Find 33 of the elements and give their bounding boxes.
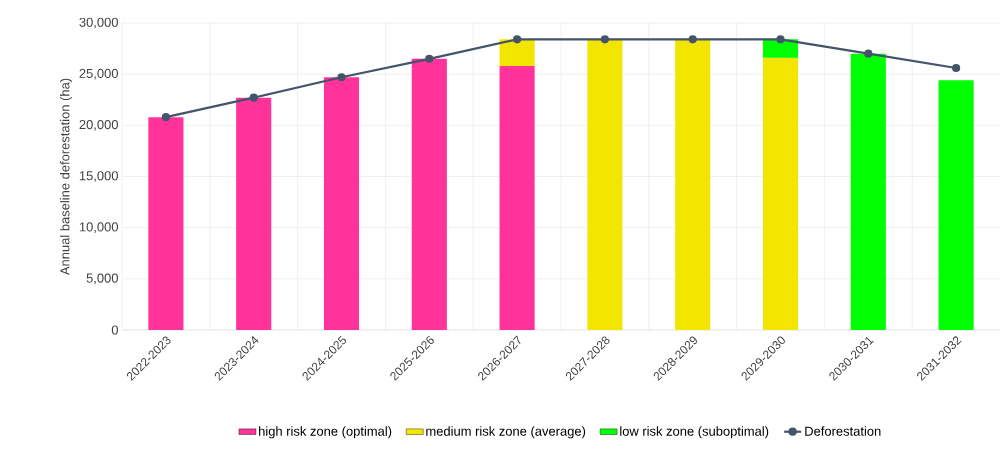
- point: [337, 73, 346, 82]
- bar: [148, 117, 184, 330]
- point: [600, 35, 610, 44]
- point: [513, 35, 522, 44]
- y-axis-title: Annual baseline deforestation (ha): [59, 78, 73, 276]
- point: [776, 35, 785, 44]
- y-tick-label: 25,000: [79, 68, 118, 80]
- y-tick-label: 20,000: [79, 119, 118, 131]
- bar: [236, 97, 272, 330]
- point: [161, 113, 171, 122]
- legend-label: medium risk zone (average): [426, 426, 586, 439]
- bar: [499, 65, 535, 330]
- legend-label: Deforestation: [805, 426, 881, 436]
- bar: [850, 53, 886, 330]
- legend-label: high risk zone (optimal): [259, 426, 392, 439]
- bar: [499, 39, 535, 66]
- point: [425, 54, 434, 63]
- bar: [762, 57, 799, 330]
- legend-label: low risk zone (suboptimal): [620, 426, 769, 439]
- bar: [938, 80, 974, 330]
- point: [864, 49, 873, 58]
- bar: [323, 77, 360, 330]
- bar: [675, 39, 711, 330]
- y-tick-label: 5,000: [86, 273, 118, 285]
- y-tick-label: 30,000: [79, 17, 118, 29]
- point: [249, 93, 258, 102]
- point: [688, 35, 697, 44]
- bar: [411, 58, 447, 330]
- point: [952, 63, 961, 73]
- bar: [587, 39, 623, 330]
- y-tick-label: 10,000: [79, 222, 118, 233]
- y-tick-label: 0: [111, 325, 118, 335]
- y-tick-label: 15,000: [79, 171, 118, 182]
